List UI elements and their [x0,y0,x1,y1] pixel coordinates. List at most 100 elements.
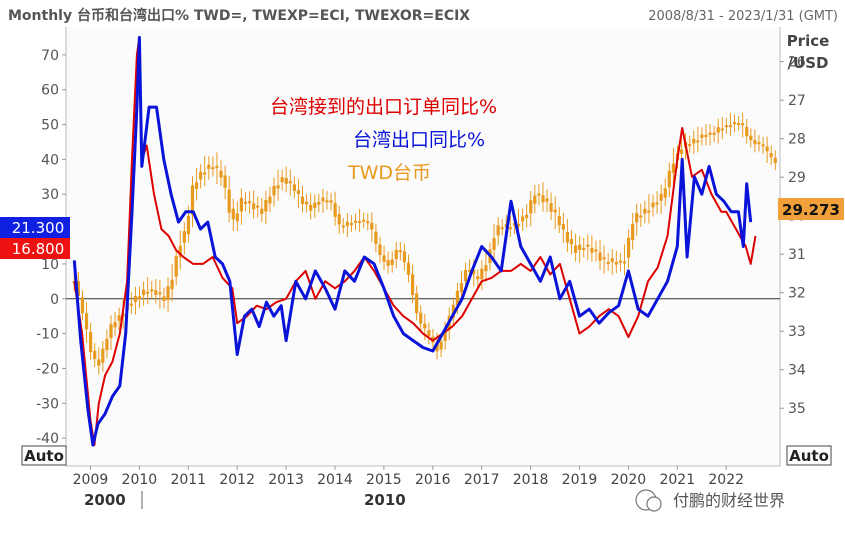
right-tick-label: 31 [788,247,806,263]
twd-candle-body [500,227,504,230]
x-tick-label: 2016 [415,472,451,488]
plot-area[interactable] [66,27,780,466]
twd-candle-body [622,261,627,264]
left-tick-label: 10 [41,257,59,273]
twd-candle-body [521,216,525,222]
right-tick-label: 29 [788,170,806,186]
twd-candle-body [561,224,565,230]
twd-candle-body [427,330,431,337]
twd-candle-body [129,303,133,306]
twd-candle-body [736,123,741,126]
twd-candle-body [366,221,370,224]
date-range: 2008/8/31 - 2023/1/31 (GMT) [648,9,838,24]
twd-candle-body [406,262,411,275]
twd-candle-body [606,261,610,264]
auto-button-right-label: Auto [789,447,829,465]
auto-button-left-bg[interactable] [21,445,67,466]
twd-candle-body [89,331,93,353]
twd-candle-body [529,200,533,214]
badge-blue-bg [0,217,70,238]
twd-candle-body [635,213,639,223]
twd-candle-body [260,208,264,214]
twd-candle-body [272,186,276,196]
twd-candle-body [178,245,182,258]
twd-candle-body [590,247,594,253]
twd-candle-body [643,208,647,214]
twd-candle-body [463,269,468,282]
twd-candle-body [80,297,85,314]
right-tick-label: 33 [788,324,806,340]
x-tick-label: 2011 [170,472,206,488]
twd-candle-body [105,338,109,350]
twd-candle-body [472,269,476,275]
twd-candle-body [626,237,631,258]
auto-button-left-label: Auto [24,447,64,465]
twd-candle-body [484,265,488,272]
auto-button-left[interactable]: Auto [21,445,67,466]
x-tick-label: 2019 [562,472,598,488]
twd-candle-body [137,296,142,300]
watermark: 付鹏的财经世界 [635,489,785,512]
twd-candle-body [549,203,553,212]
x-tick-label: 2013 [268,472,304,488]
twd-candle-body [190,185,195,215]
decade-label-2000: 2000 [84,491,126,509]
twd-candle-body [525,214,529,219]
twd-candle-body [154,290,158,295]
x-tick-label: 2020 [611,472,647,488]
twd-candle-body [133,296,138,303]
badge-blue-value: 21.300 [12,219,65,237]
twd-candle-body [655,202,659,205]
twd-candle-body [199,171,203,180]
twd-candle-body [309,204,313,211]
twd-candle-body [247,201,252,204]
twd-candle-body [415,293,419,314]
twd-candle-body [455,290,459,306]
twd-candle-body [451,304,455,318]
auto-button-right-bg[interactable] [786,445,832,466]
twd-candle-body [84,313,89,330]
series-orders-line[interactable] [73,36,757,447]
twd-candle-body [720,128,724,131]
right-tick-label: 28 [788,132,806,148]
twd-candle-body [512,222,517,226]
twd-candle-body [353,220,358,223]
twd-candle-body [468,269,472,272]
twd-candle-body [219,170,223,178]
twd-candle-body [671,163,675,173]
twd-candle-body [553,209,557,213]
left-tick-label: 60 [41,83,59,99]
twd-candle-body [618,260,623,263]
twd-candle-body [745,127,749,137]
twd-candle-body [659,194,663,201]
twd-candle-body [313,202,317,208]
twd-candle-body [382,255,386,262]
twd-candle-body [541,195,545,203]
twd-candle-body [203,172,207,175]
auto-button-right[interactable]: Auto [786,445,832,466]
twd-candle-body [724,125,728,128]
twd-candle-body [439,341,443,350]
twd-candle-body [749,135,753,141]
twd-candle-body [194,182,199,189]
twd-candle-body [459,283,464,293]
badge-red: 16.800 [0,238,70,259]
twd-candle-body [582,247,586,250]
twd-candle-body [76,281,80,296]
twd-candle-body [329,200,333,203]
twd-candle-body [614,261,618,265]
twd-candle-body [769,153,773,158]
watermark-text: 付鹏的财经世界 [673,491,785,510]
twd-candle-body [402,251,407,263]
twd-candle-body [508,227,512,230]
twd-candle-body [317,201,321,205]
x-tick-label: 2009 [73,472,109,488]
twd-candle-body [398,250,402,253]
twd-candle-body [325,200,329,203]
decade-label-2010: 2010 [364,491,406,509]
series-exports-line[interactable] [72,36,753,447]
twd-candle-body [773,157,777,164]
series-layer [72,36,777,447]
